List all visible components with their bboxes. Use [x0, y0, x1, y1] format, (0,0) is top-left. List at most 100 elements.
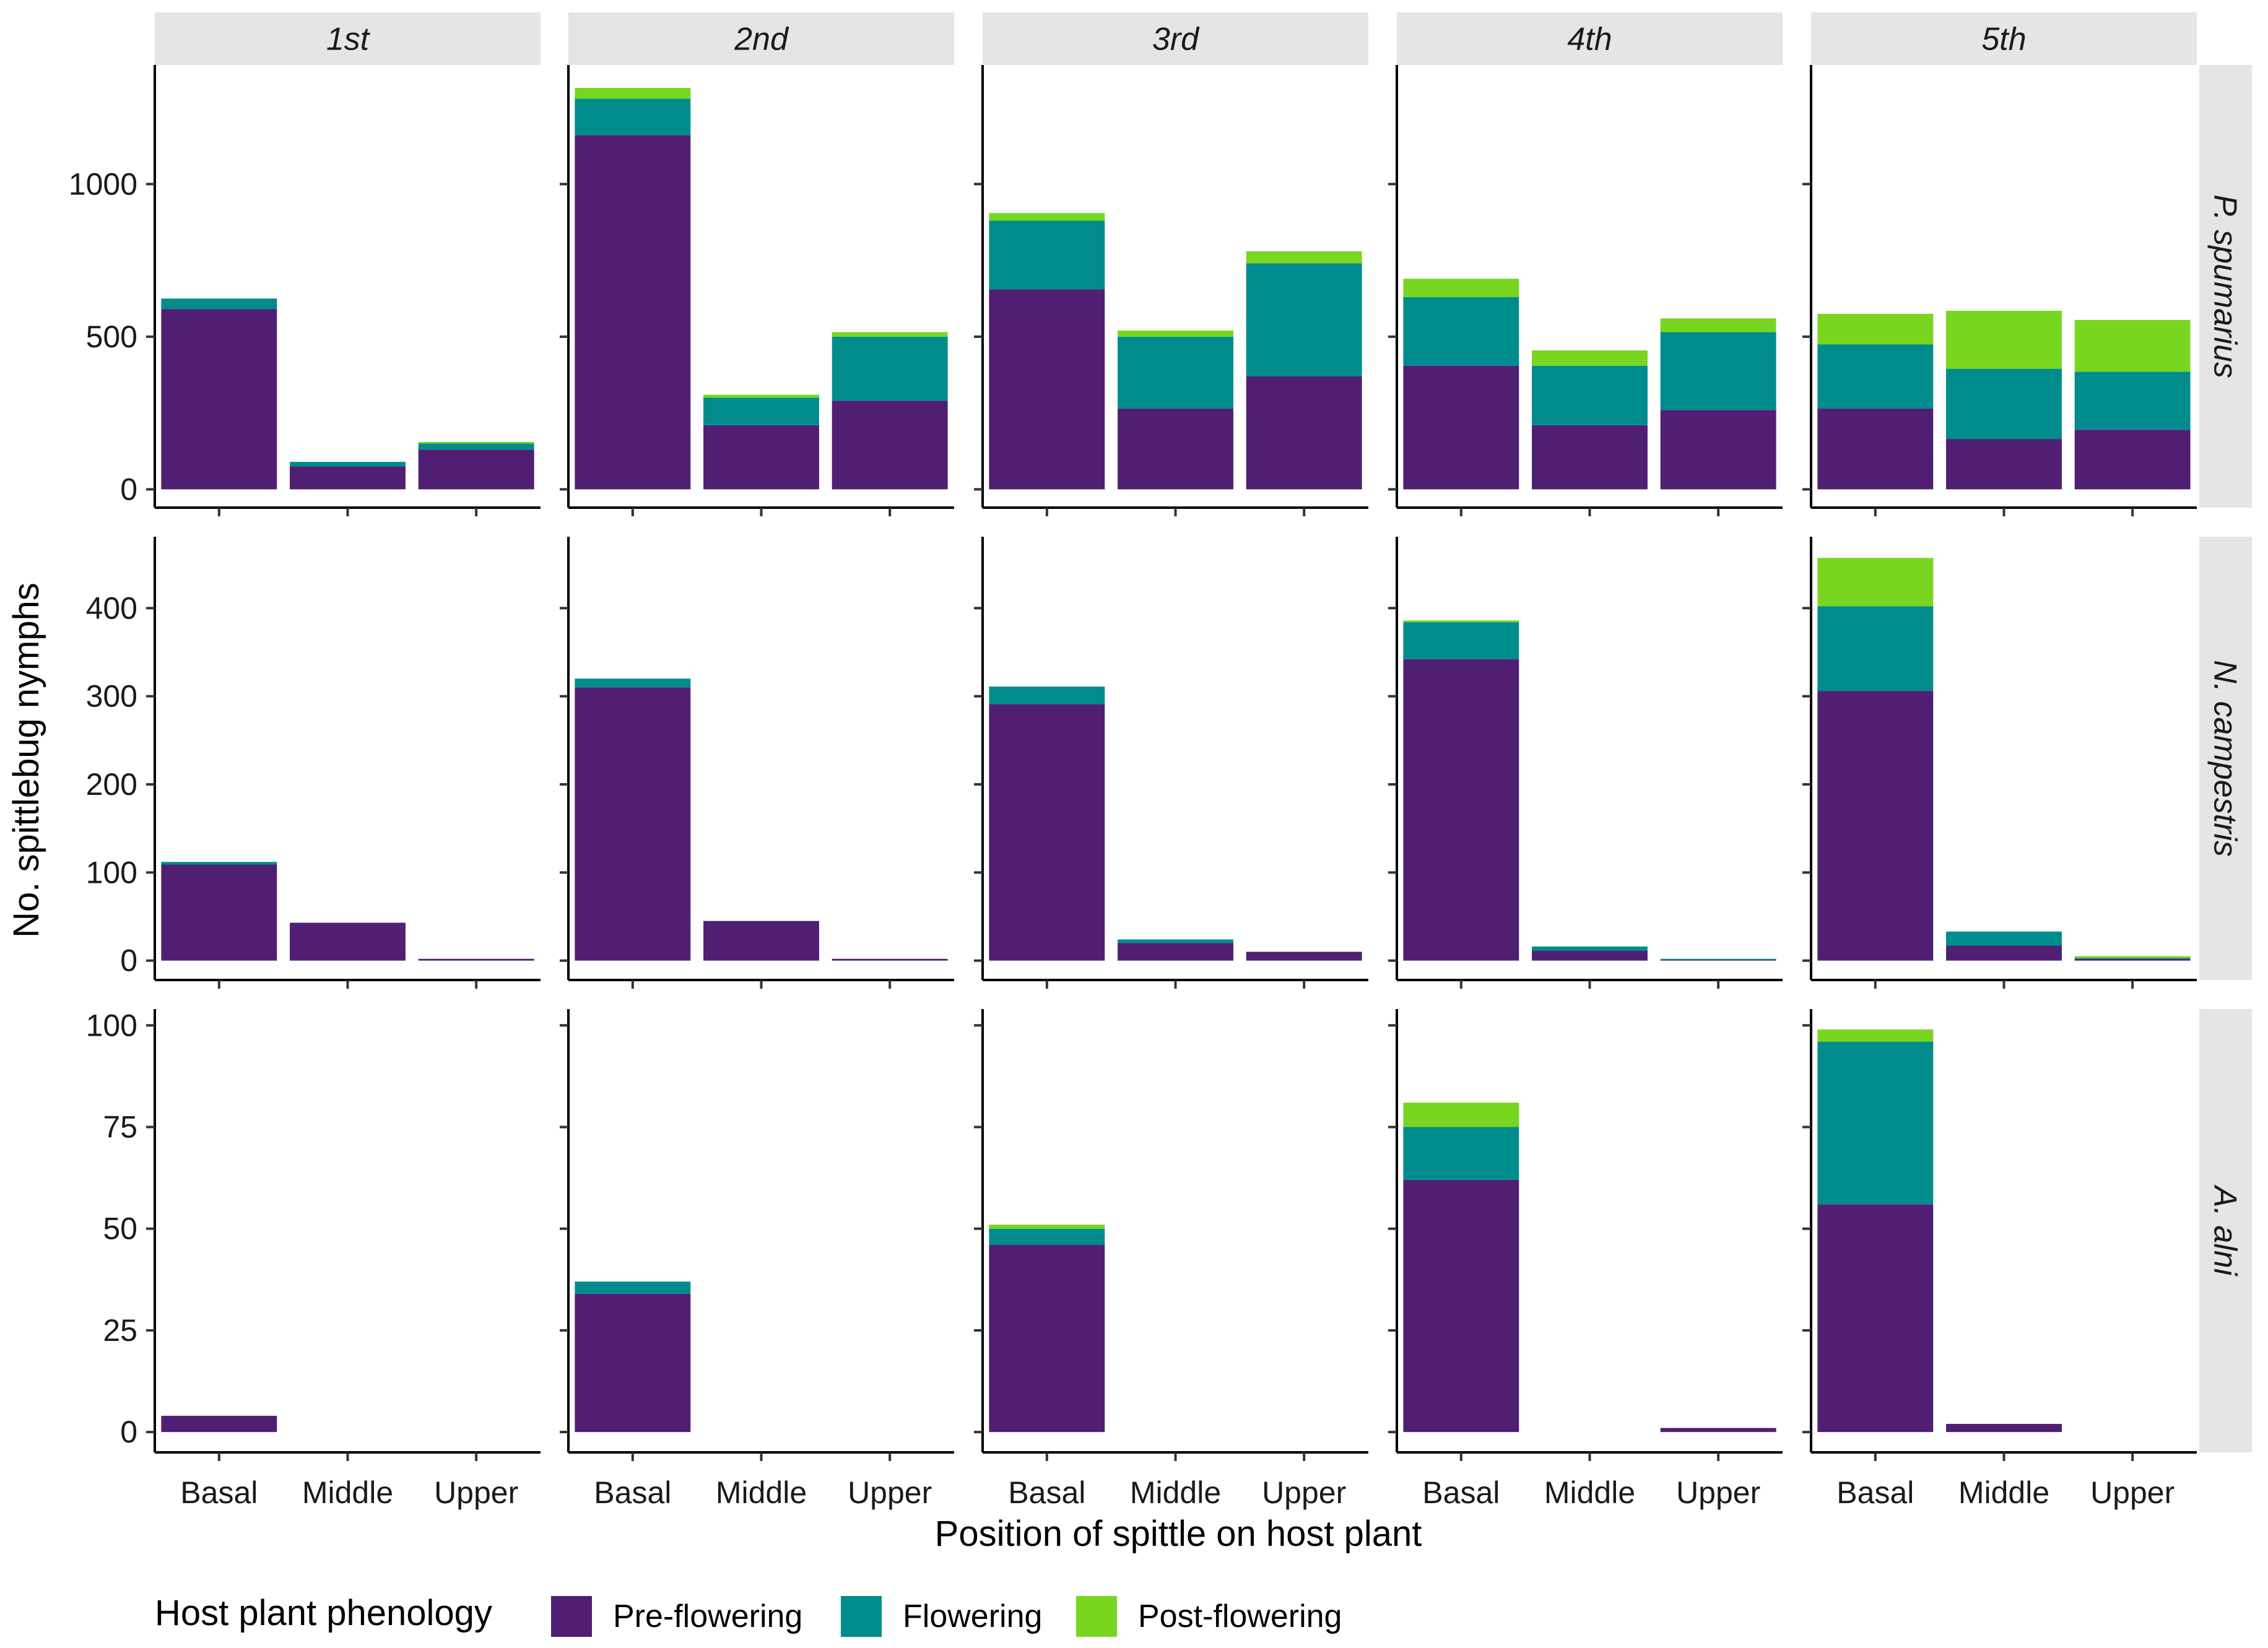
bar-p-spumarius-3rd-middle-flowering [1118, 336, 1233, 409]
x-tick-label-1st-middle: Middle [302, 1475, 393, 1510]
y-axis-title: No. spittlebug nymphs [6, 583, 46, 938]
bar-n-campestris-5th-basal-post-flowering [1817, 558, 1934, 607]
bar-a-alni-3rd-basal-flowering [989, 1228, 1105, 1245]
bar-n-campestris-3rd-middle-pre-flowering [1118, 943, 1233, 961]
bar-n-campestris-4th-middle-flowering [1532, 946, 1648, 952]
bar-p-spumarius-5th-basal-post-flowering [1817, 313, 1934, 345]
bar-n-campestris-2nd-upper-pre-flowering [832, 958, 948, 961]
x-tick-label-1st-upper: Upper [434, 1475, 518, 1510]
bar-p-spumarius-1st-upper-flowering [418, 443, 534, 450]
bar-a-alni-5th-middle-pre-flowering [1946, 1424, 2062, 1433]
bar-p-spumarius-3rd-upper-pre-flowering [1246, 376, 1362, 490]
y-tick-label-a-alni-0: 0 [120, 1415, 137, 1449]
bar-n-campestris-5th-upper-post-flowering [2074, 956, 2191, 958]
bar-p-spumarius-1st-upper-pre-flowering [418, 449, 534, 490]
bar-n-campestris-3rd-upper-pre-flowering [1246, 952, 1362, 961]
bar-p-spumarius-2nd-basal-pre-flowering [575, 135, 691, 490]
strip-label-p-spumarius: P. spumarius [2207, 194, 2243, 378]
bar-n-campestris-2nd-basal-flowering [575, 679, 691, 688]
bar-n-campestris-4th-basal-post-flowering [1403, 620, 1519, 623]
bar-p-spumarius-4th-upper-pre-flowering [1660, 410, 1776, 490]
x-tick-label-3rd-upper: Upper [1262, 1475, 1346, 1510]
y-tick-label-p-spumarius-1000: 1000 [69, 167, 137, 201]
y-tick-label-a-alni-100: 100 [86, 1008, 137, 1043]
bar-p-spumarius-3rd-upper-flowering [1246, 263, 1362, 376]
bar-p-spumarius-4th-middle-post-flowering [1532, 350, 1648, 366]
bar-a-alni-1st-basal-pre-flowering [161, 1415, 277, 1433]
legend-title: Host plant phenology [155, 1593, 492, 1633]
x-tick-label-5th-basal: Basal [1836, 1475, 1914, 1510]
bar-p-spumarius-2nd-basal-flowering [575, 98, 691, 136]
x-tick-label-1st-basal: Basal [180, 1475, 258, 1510]
y-tick-label-n-campestris-300: 300 [86, 679, 137, 714]
panel-a-alni-1st [146, 1009, 541, 1461]
bar-p-spumarius-3rd-middle-pre-flowering [1118, 408, 1233, 490]
panel-p-spumarius-4th [1388, 65, 1783, 516]
bar-a-alni-2nd-basal-pre-flowering [575, 1293, 691, 1433]
panel-p-spumarius-1st [146, 65, 541, 516]
bar-a-alni-4th-upper-pre-flowering [1660, 1428, 1776, 1433]
legend-label-flowering: Flowering [903, 1598, 1042, 1634]
strip-bg-2nd [568, 12, 954, 65]
bar-p-spumarius-3rd-basal-pre-flowering [989, 289, 1105, 490]
x-tick-label-4th-basal: Basal [1422, 1475, 1500, 1510]
y-axes: 0 500 1000 0 100 200 300 400 0 25 50 75 100 [69, 167, 137, 1449]
bar-p-spumarius-2nd-middle-pre-flowering [703, 425, 819, 490]
bar-p-spumarius-4th-upper-flowering [1660, 332, 1776, 410]
bar-n-campestris-2nd-middle-pre-flowering [703, 921, 819, 961]
bar-p-spumarius-1st-basal-pre-flowering [161, 309, 277, 490]
x-tick-label-2nd-middle: Middle [716, 1475, 807, 1510]
legend-key-flowering [841, 1596, 882, 1637]
strip-bg-a-alni [2199, 1009, 2252, 1452]
bar-p-spumarius-5th-middle-post-flowering [1946, 310, 2062, 369]
bar-n-campestris-2nd-basal-pre-flowering [575, 687, 691, 961]
bar-p-spumarius-5th-middle-pre-flowering [1946, 439, 2062, 490]
bar-p-spumarius-3rd-upper-post-flowering [1246, 251, 1362, 264]
strip-bg-p-spumarius [2199, 65, 2252, 508]
panel-a-alni-3rd [974, 1009, 1368, 1461]
bar-p-spumarius-5th-middle-flowering [1946, 368, 2062, 440]
x-axis-labels: Basal Middle Upper Basal Middle Upper Basal Mid… [180, 1475, 2175, 1510]
bar-n-campestris-5th-middle-pre-flowering [1946, 945, 2062, 961]
strip-bg-4th [1397, 12, 1783, 65]
bar-p-spumarius-4th-basal-flowering [1403, 297, 1519, 366]
x-tick-label-4th-middle: Middle [1544, 1475, 1635, 1510]
y-tick-label-p-spumarius-500: 500 [86, 319, 137, 354]
bar-a-alni-2nd-basal-flowering [575, 1282, 691, 1294]
x-tick-label-3rd-basal: Basal [1008, 1475, 1085, 1510]
strip-label-1st: 1st [326, 22, 371, 58]
panel-p-spumarius-5th [1802, 65, 2197, 516]
bar-p-spumarius-2nd-middle-flowering [703, 397, 819, 425]
bar-n-campestris-3rd-middle-flowering [1118, 939, 1233, 943]
bar-p-spumarius-2nd-upper-flowering [832, 336, 948, 401]
y-tick-label-n-campestris-100: 100 [86, 855, 137, 890]
x-tick-label-2nd-upper: Upper [848, 1475, 932, 1510]
bar-n-campestris-4th-middle-pre-flowering [1532, 951, 1648, 961]
bar-a-alni-5th-basal-post-flowering [1817, 1029, 1934, 1042]
bar-n-campestris-5th-middle-flowering [1946, 931, 2062, 946]
legend-label-post-flowering: Post-flowering [1138, 1598, 1342, 1634]
bar-p-spumarius-3rd-basal-post-flowering [989, 213, 1105, 221]
strip-bg-1st [155, 12, 541, 65]
bar-a-alni-4th-basal-pre-flowering [1403, 1179, 1519, 1433]
bar-p-spumarius-4th-middle-pre-flowering [1532, 425, 1648, 490]
bar-p-spumarius-4th-basal-pre-flowering [1403, 365, 1519, 490]
bar-n-campestris-3rd-basal-pre-flowering [989, 704, 1105, 961]
strip-label-3rd: 3rd [1152, 22, 1200, 58]
bar-n-campestris-5th-basal-pre-flowering [1817, 691, 1934, 961]
bar-a-alni-3rd-basal-post-flowering [989, 1225, 1105, 1229]
strip-bg-5th [1811, 12, 2197, 65]
bar-n-campestris-1st-upper-pre-flowering [418, 958, 534, 961]
legend-key-post-flowering [1076, 1596, 1117, 1637]
y-tick-label-n-campestris-200: 200 [86, 767, 137, 802]
row-facet-strips: P. spumarius N. campestris A. alni [2199, 65, 2252, 1452]
bar-p-spumarius-2nd-basal-post-flowering [575, 87, 691, 99]
bar-n-campestris-4th-basal-flowering [1403, 622, 1519, 659]
bar-n-campestris-1st-basal-pre-flowering [161, 864, 277, 961]
facet-panels [146, 65, 2197, 1461]
bar-a-alni-4th-basal-post-flowering [1403, 1103, 1519, 1127]
bar-n-campestris-3rd-basal-flowering [989, 686, 1105, 705]
legend: Host plant phenology Pre-flowering Flower… [155, 1593, 1342, 1637]
bar-p-spumarius-4th-upper-post-flowering [1660, 318, 1776, 332]
panel-n-campestris-1st [146, 537, 541, 989]
